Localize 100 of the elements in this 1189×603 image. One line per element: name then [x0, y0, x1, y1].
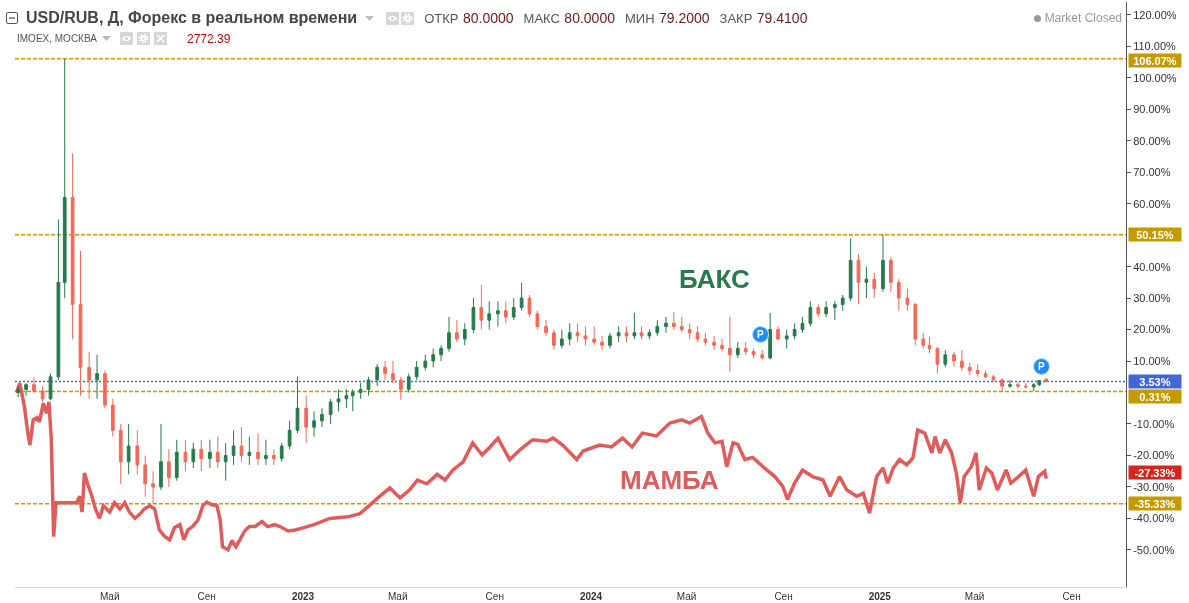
candlestick — [231, 429, 236, 466]
candlestick — [143, 454, 148, 497]
candlestick — [935, 346, 940, 375]
candlestick — [208, 439, 212, 469]
candlestick — [167, 448, 171, 488]
candlestick — [16, 385, 21, 398]
candlestick — [632, 312, 637, 340]
candlestick — [511, 297, 516, 321]
candlestick — [592, 325, 597, 346]
y-tick-label: 10.00% — [1133, 354, 1171, 367]
candlestick — [118, 423, 123, 485]
candlestick — [816, 303, 821, 318]
ref-line-label: 3.53% — [1139, 375, 1171, 388]
candlestick — [983, 370, 988, 379]
candlestick — [295, 376, 300, 434]
candlestick — [927, 336, 932, 354]
candlestick — [535, 310, 540, 331]
candlestick — [768, 312, 772, 360]
line-series — [15, 381, 1049, 552]
annotation: Market Closed — [1044, 11, 1122, 25]
candlestick — [239, 426, 244, 463]
x-tick-label: Май — [964, 591, 985, 602]
candlestick — [735, 341, 740, 359]
candlestick — [126, 423, 131, 475]
candlestick — [896, 278, 901, 312]
candlestick — [751, 347, 756, 359]
candlestick — [350, 388, 355, 412]
y-tick-label: 120.00% — [1133, 8, 1177, 21]
candlestick — [215, 436, 220, 469]
candlestick — [247, 436, 252, 466]
candlestick — [913, 302, 918, 346]
annotation: МАКС 80.0000 — [523, 10, 615, 26]
x-tick-label: Май — [99, 591, 120, 602]
y-tick-label: 40.00% — [1133, 260, 1171, 273]
x-tick-label: Сен — [197, 591, 216, 602]
y-tick-label: 110.00% — [1133, 40, 1177, 53]
text: -27.33% — [1134, 466, 1176, 479]
candlestick — [191, 442, 196, 469]
y-tick-label: 100.00% — [1133, 71, 1177, 84]
candlestick — [952, 351, 956, 368]
candlestick — [423, 354, 428, 371]
candlestick — [431, 347, 436, 368]
candlestick — [552, 329, 556, 351]
candlestick — [527, 294, 532, 318]
candlestick — [70, 152, 75, 340]
candlestick — [135, 429, 140, 475]
x-tick-label: Сен — [485, 591, 504, 602]
y-tick-label: -40.00% — [1133, 512, 1175, 525]
candlestick — [559, 329, 564, 349]
x-tick-label: Май — [676, 591, 697, 602]
candlestick — [664, 316, 668, 334]
candlestick — [414, 360, 419, 381]
candlestick — [95, 354, 99, 400]
ref-line-label: -35.33% — [1134, 497, 1176, 510]
candlestick — [808, 300, 813, 327]
annotation: ОТКР 80.0000 — [424, 10, 514, 26]
candlestick — [760, 349, 765, 361]
candlestick — [256, 432, 260, 466]
candlestick — [391, 360, 395, 384]
candlestick — [264, 439, 268, 466]
annotation: P — [1038, 361, 1045, 372]
y-tick-label: 70.00% — [1133, 166, 1171, 179]
annotation: P — [757, 329, 764, 340]
candlestick — [687, 322, 692, 340]
candlestick — [991, 374, 996, 383]
candlestick — [110, 398, 115, 438]
candlestick — [56, 218, 61, 381]
candlestick — [1000, 377, 1004, 393]
candlestick — [720, 338, 724, 353]
y-tick-label: 60.00% — [1133, 197, 1171, 210]
chart-title: USD/RUB, Д, Форекс в реальном времени — [26, 9, 358, 27]
candlestick — [383, 360, 387, 381]
candlestick — [223, 442, 228, 482]
candlestick — [199, 439, 204, 472]
series-label: МАМБА — [620, 465, 719, 495]
candlestick — [174, 439, 179, 482]
candlestick — [455, 319, 459, 343]
candlestick — [1044, 378, 1049, 383]
candlestick — [889, 256, 893, 293]
candlestick — [608, 332, 612, 349]
candlestick — [406, 373, 411, 394]
annotation: МИН 79.2000 — [624, 10, 710, 26]
candlestick — [447, 316, 451, 353]
x-tick-label: Сен — [1062, 591, 1081, 602]
candlestick — [159, 423, 163, 491]
candlestick — [776, 325, 780, 341]
candlestick — [672, 311, 676, 331]
candlestick — [487, 300, 492, 331]
candlestick — [728, 316, 732, 373]
candlestick — [872, 272, 877, 299]
candlestick — [967, 362, 972, 376]
y-tick-label: -30.00% — [1133, 480, 1175, 493]
candlestick — [78, 250, 83, 397]
candlestick — [1016, 381, 1020, 389]
y-tick-label: 30.00% — [1133, 291, 1171, 304]
candlestick — [479, 284, 484, 331]
candlestick — [784, 329, 789, 349]
candlestick — [32, 376, 36, 394]
candlestick — [471, 297, 476, 334]
candlestick — [48, 373, 53, 401]
